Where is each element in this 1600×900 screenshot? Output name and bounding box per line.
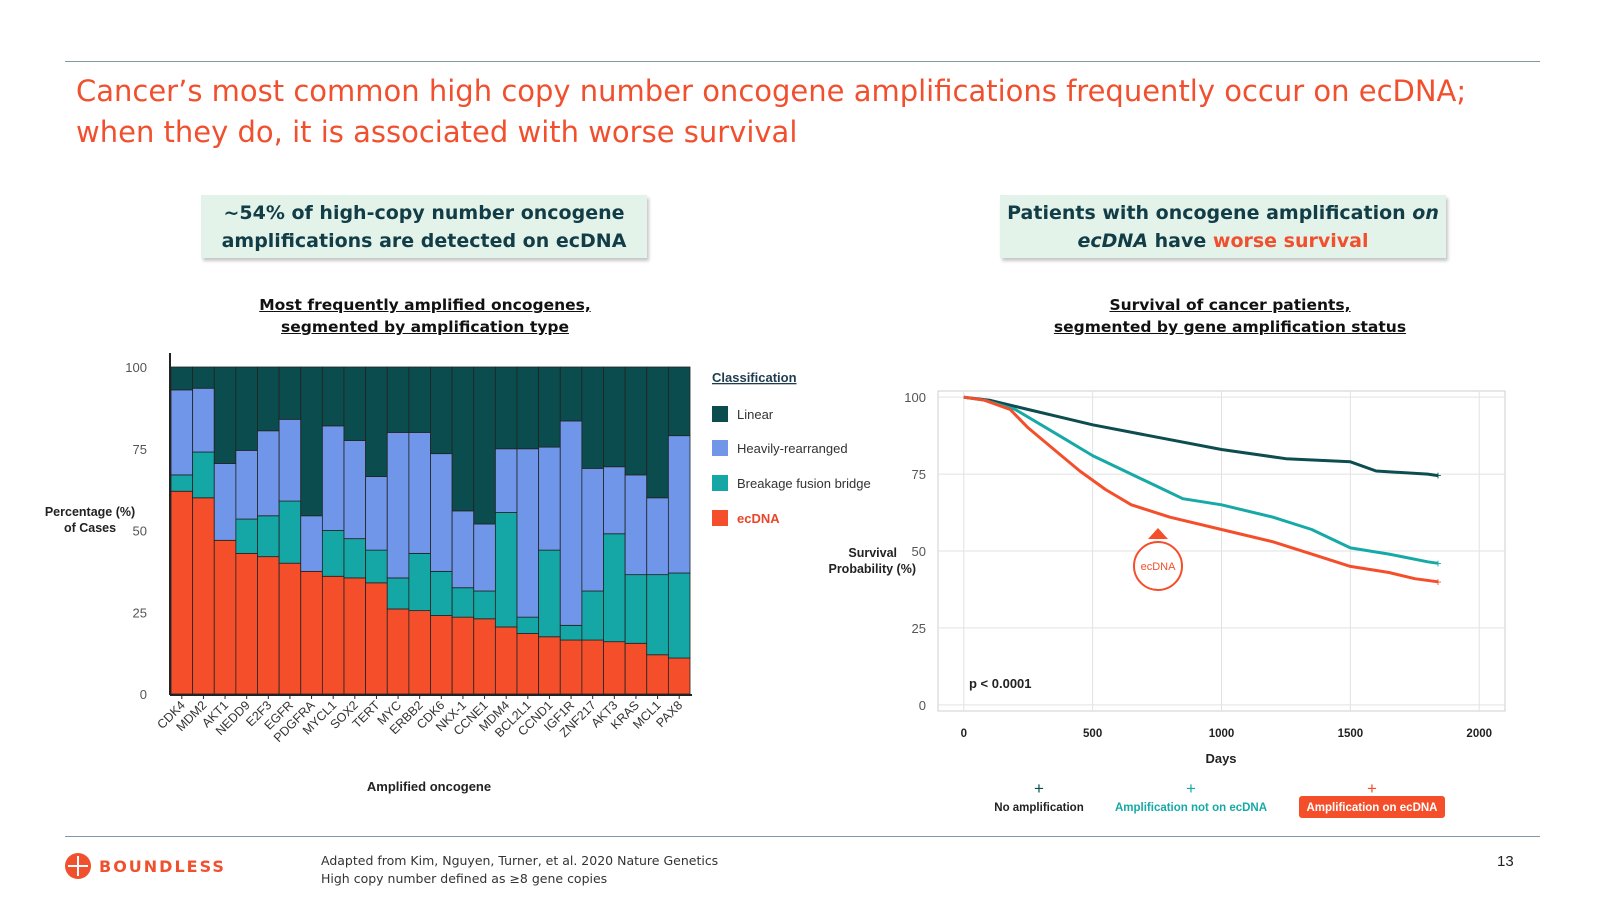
y-tick-label: 0 (919, 698, 926, 713)
y-tick-label: 50 (133, 524, 147, 539)
survival-chart-subtitle: Survival of cancer patients, segmented b… (1010, 294, 1450, 338)
bottom-divider (65, 836, 1540, 837)
footnote-line1: Adapted from Kim, Nguyen, Turner, et al.… (321, 853, 719, 868)
legend-highlight (1299, 796, 1445, 818)
bar-segment (667, 366, 691, 437)
bar-chart-subtitle-line1: Most frequently amplified oncogenes, (259, 296, 591, 314)
callout-left-line2: amplifications are detected on ecDNA (221, 230, 627, 252)
slide-title-line1: Cancer’s most common high copy number on… (76, 74, 1467, 108)
callout-right-part4: have (1148, 230, 1213, 252)
survival-chart-subtitle-line1: Survival of cancer patients, (1109, 296, 1351, 314)
survival-curve (963, 395, 1439, 565)
p-value: p < 0.0001 (969, 676, 1032, 691)
callout-left-line1: ~54% of high-copy number oncogene (223, 202, 625, 224)
source-footnote: Adapted from Kim, Nguyen, Turner, et al.… (321, 852, 718, 888)
y-tick-label: 100 (904, 390, 926, 405)
legend-marker: + (1367, 779, 1377, 798)
footnote-line2: High copy number defined as ≥8 gene copi… (321, 871, 608, 886)
legend-title: Classification (712, 370, 797, 385)
y-axis-label-line2: Probability (%) (828, 562, 916, 576)
page-number: 13 (1497, 853, 1514, 870)
callout-right-part5: worse survival (1212, 230, 1369, 252)
y-tick-label: 75 (912, 467, 926, 482)
legend-marker: + (1186, 779, 1196, 798)
annotation-arrow (1148, 528, 1168, 539)
bar-chart-subtitle: Most frequently amplified oncogenes, seg… (200, 294, 650, 338)
x-tick-label: 1000 (1209, 728, 1235, 740)
censor-mark: + (1434, 469, 1441, 483)
legend-label: No amplification (994, 802, 1083, 814)
worse-survival-callout: Patients with oncogene amplification on … (1000, 195, 1446, 258)
y-tick-label: 0 (140, 687, 147, 702)
legend-label: Amplification not on ecDNA (1115, 802, 1267, 814)
survival-curve (963, 395, 1439, 478)
survival-curve (963, 395, 1439, 584)
legend-label: Breakage fusion bridge (737, 476, 871, 491)
x-tick-label: 1500 (1338, 728, 1364, 740)
company-logo: BOUNDLESS (65, 853, 226, 879)
x-tick-label: 0 (961, 728, 967, 740)
legend-swatch (712, 475, 728, 491)
y-axis-label-line1: Percentage (%) (45, 505, 135, 519)
slide-title: Cancer’s most common high copy number on… (76, 71, 1516, 153)
annotation-circle (1133, 541, 1183, 591)
logo-icon (65, 853, 91, 879)
x-tick-label: 2000 (1466, 728, 1492, 740)
callout-right-part3: ecDNA (1077, 230, 1149, 252)
legend-swatch (712, 510, 728, 526)
x-axis-label: Amplified oncogene (367, 779, 491, 794)
y-tick-label: 100 (125, 360, 147, 375)
logo-wordmark: BOUNDLESS (99, 858, 226, 874)
legend-swatch (712, 406, 728, 422)
legend-label: Linear (737, 407, 774, 422)
censor-mark: + (1434, 575, 1441, 589)
legend-label: Amplification on ecDNA (1307, 802, 1438, 814)
slide-title-line2: when they do, it is associated with wors… (76, 115, 798, 149)
y-axis-label-line2: of Cases (64, 521, 116, 535)
censor-mark: + (1434, 556, 1441, 570)
legend-label: ecDNA (737, 511, 780, 526)
y-axis-label-line1: Survival (848, 546, 897, 560)
survival-chart-subtitle-line2: segmented by gene amplification status (1053, 318, 1407, 336)
callout-right-part1: Patients with oncogene amplification (1007, 202, 1413, 224)
annotation-label: ecDNA (1141, 561, 1177, 573)
x-tick-label: 500 (1083, 728, 1102, 740)
legend-marker: + (1034, 779, 1044, 798)
legend-label: Heavily-rearranged (737, 441, 848, 456)
bar-chart-subtitle-line2: segmented by amplification type (281, 318, 569, 336)
y-tick-label: 25 (133, 605, 147, 620)
callout-right-part2: on (1412, 202, 1439, 224)
ecdna-share-callout: ~54% of high-copy number oncogene amplif… (201, 195, 647, 258)
y-tick-label: 50 (912, 544, 926, 559)
x-axis-label: Days (1205, 751, 1236, 766)
y-tick-label: 25 (912, 621, 926, 636)
top-divider (65, 61, 1540, 62)
y-tick-label: 75 (133, 442, 147, 457)
legend-swatch (712, 440, 728, 456)
